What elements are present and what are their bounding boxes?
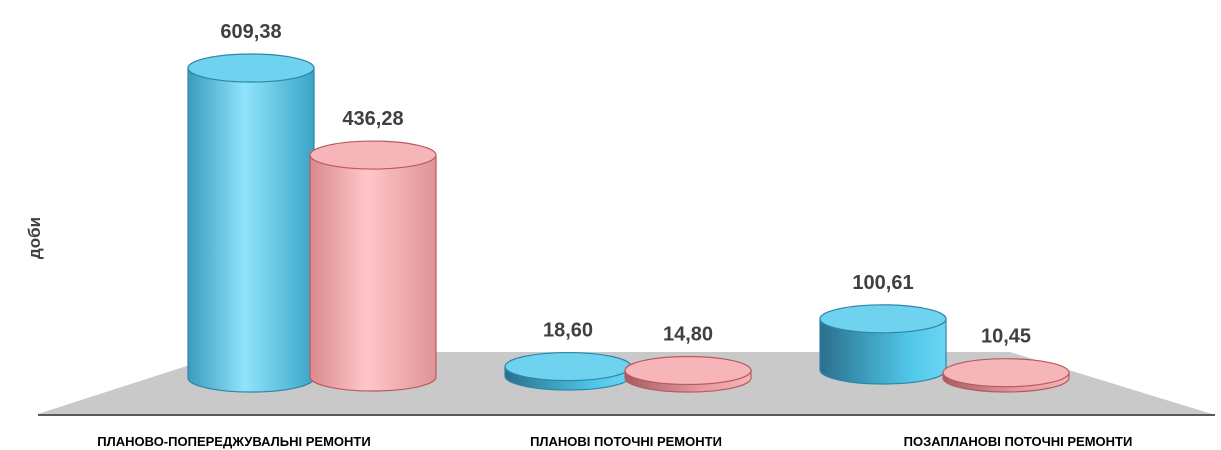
cylinder-top-3-1 <box>819 304 947 334</box>
data-label-3-2: 10,45 <box>981 326 1031 348</box>
cylinder-2-2 <box>624 355 752 393</box>
cylinder-top-2-1 <box>504 351 632 382</box>
cylinder-top-3-2 <box>942 358 1070 388</box>
category-label-3: ПОЗАПЛАНОВІ ПОТОЧНІ РЕМОНТИ <box>904 434 1133 449</box>
cylinder-body-1-2 <box>309 154 437 392</box>
cylinder-1-1 <box>187 53 315 393</box>
cylinder-top-1-1 <box>187 53 315 83</box>
cylinder-3-2 <box>942 358 1070 393</box>
cylinder-2-1 <box>504 351 632 391</box>
category-label-1: ПЛАНОВО-ПОПЕРЕДЖУВАЛЬНІ РЕМОНТИ <box>97 434 370 449</box>
cylinder-3-1 <box>819 304 947 385</box>
data-label-3-1: 100,61 <box>852 272 913 294</box>
cylinder-1-2 <box>309 140 437 392</box>
cylinder-top-1-2 <box>309 140 437 170</box>
chart-marks: 609,38 18,60 100,61 436,28 14,80 10,45 <box>187 21 1070 393</box>
data-label-1-1: 609,38 <box>220 21 281 43</box>
data-label-1-2: 436,28 <box>342 108 403 130</box>
cylinder-top-2-2 <box>624 355 752 386</box>
data-label-2-1: 18,60 <box>543 320 593 342</box>
data-label-2-2: 14,80 <box>663 323 713 345</box>
category-label-2: ПЛАНОВІ ПОТОЧНІ РЕМОНТИ <box>530 434 722 449</box>
cylinder-body-1-1 <box>187 67 315 393</box>
y-axis-label: доби <box>25 217 44 259</box>
